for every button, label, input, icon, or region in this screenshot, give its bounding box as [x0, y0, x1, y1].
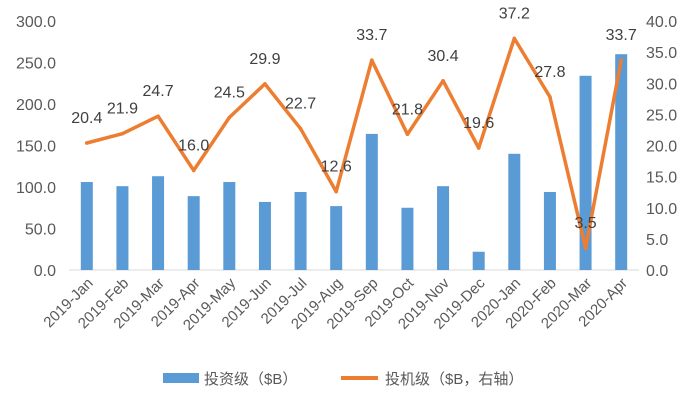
bar-2019-nov [437, 186, 450, 270]
line-point-2019-oct [405, 132, 410, 137]
right-axis-tick-label: 25.0 [646, 107, 677, 124]
legend-label-speculative-grade: 投机级（$B，右轴） [385, 371, 523, 388]
line-point-2019-aug [334, 189, 338, 194]
left-y-axis: 0.0 50.0 100.0 150.0 200.0 250.0 300.0 [16, 14, 56, 280]
line-point-2020-mar [583, 246, 588, 251]
left-axis-tick-label: 0.0 [34, 263, 56, 280]
bar-2019-mar [152, 176, 165, 270]
bar-2019-apr [187, 196, 200, 270]
line-point-2019-nov [441, 78, 445, 83]
right-axis-tick-label: 15.0 [646, 170, 677, 187]
line-point-2019-may [227, 115, 232, 120]
bar-2019-jun [258, 201, 271, 270]
line-point-2019-jul [298, 126, 303, 131]
line-point-2020-feb [548, 95, 552, 99]
line-data-label: 24.7 [142, 83, 173, 100]
bar-2020-feb [543, 191, 556, 270]
line-data-label: 3.5 [574, 215, 596, 232]
left-axis-tick-label: 50.0 [25, 222, 56, 239]
line-point-2019-jun [263, 82, 267, 86]
line-data-label: 16.0 [178, 137, 209, 154]
bar-2019-oct [401, 207, 414, 270]
bar-2019-jul [294, 191, 307, 270]
bar-2019-dec [472, 251, 485, 270]
bar-2019-may [223, 182, 236, 270]
x-axis-labels: 2019-Jan2019-Feb2019-Mar2019-Apr2019-May… [40, 274, 631, 334]
left-axis-tick-label: 250.0 [16, 56, 56, 73]
right-axis-tick-label: 20.0 [646, 139, 677, 156]
legend-item-speculative-grade: 投机级（$B，右轴） [341, 371, 523, 388]
line-data-label: 33.7 [606, 27, 637, 44]
right-axis-tick-label: 10.0 [646, 201, 677, 218]
bar-2020-mar [579, 75, 592, 270]
left-axis-tick-label: 200.0 [16, 97, 56, 114]
legend-label-investment-grade: 投资级（$B） [204, 371, 297, 388]
right-axis-tick-label: 40.0 [646, 14, 677, 31]
line-data-label: 22.7 [285, 96, 316, 113]
speculative-grade-line [85, 36, 623, 250]
line-point-2019-dec [476, 146, 481, 150]
line-data-labels: 20.4 21.924.7 16.0 24.529.9 22.7 12.6 33.7 21.8… [71, 5, 637, 232]
line-data-label: 12.6 [321, 159, 352, 176]
right-axis-tick-label: 5.0 [646, 232, 668, 249]
line-point-2020-jan [512, 36, 517, 41]
bar-2019-aug [330, 206, 343, 270]
bar-series-investment-grade [80, 54, 628, 271]
line-data-label: 29.9 [249, 51, 280, 68]
bar-2020-apr [615, 54, 628, 271]
line-point-2019-apr [191, 168, 196, 173]
right-y-axis: 0.0 5.0 10.0 15.0 20.0 25.0 30.0 35.0 40.0 [646, 14, 677, 280]
legend-bar-swatch [163, 373, 199, 383]
left-axis-tick-label: 300.0 [16, 14, 56, 31]
legend: 投资级（$B） 投机级（$B，右轴） [163, 371, 523, 388]
bar-2019-jan [80, 182, 93, 270]
line-point-2019-jan [85, 141, 89, 145]
line-point-2020-apr [619, 58, 623, 63]
right-axis-tick-label: 0.0 [646, 263, 668, 280]
line-data-label: 19.6 [463, 115, 494, 132]
bar-2019-feb [116, 186, 129, 270]
line-data-label: 21.9 [107, 101, 138, 118]
line-data-label: 37.2 [499, 5, 530, 22]
line-point-2019-mar [156, 114, 160, 119]
legend-item-investment-grade: 投资级（$B） [163, 371, 297, 388]
line-data-label: 30.4 [427, 48, 458, 65]
line-data-label: 24.5 [214, 84, 245, 101]
line-point-2019-sep [370, 58, 374, 63]
line-data-label: 20.4 [71, 110, 102, 127]
line-series-speculative-grade [85, 36, 623, 251]
bar-2019-sep [365, 133, 378, 270]
line-point-2019-feb [120, 131, 125, 136]
right-axis-tick-label: 30.0 [646, 76, 677, 93]
left-axis-tick-label: 100.0 [16, 180, 56, 197]
left-axis-tick-label: 150.0 [16, 139, 56, 156]
right-axis-tick-label: 35.0 [646, 45, 677, 62]
line-data-label: 27.8 [534, 64, 565, 81]
bar-2020-jan [508, 153, 521, 270]
line-data-label: 21.8 [392, 101, 423, 118]
line-data-label: 33.7 [356, 27, 387, 44]
